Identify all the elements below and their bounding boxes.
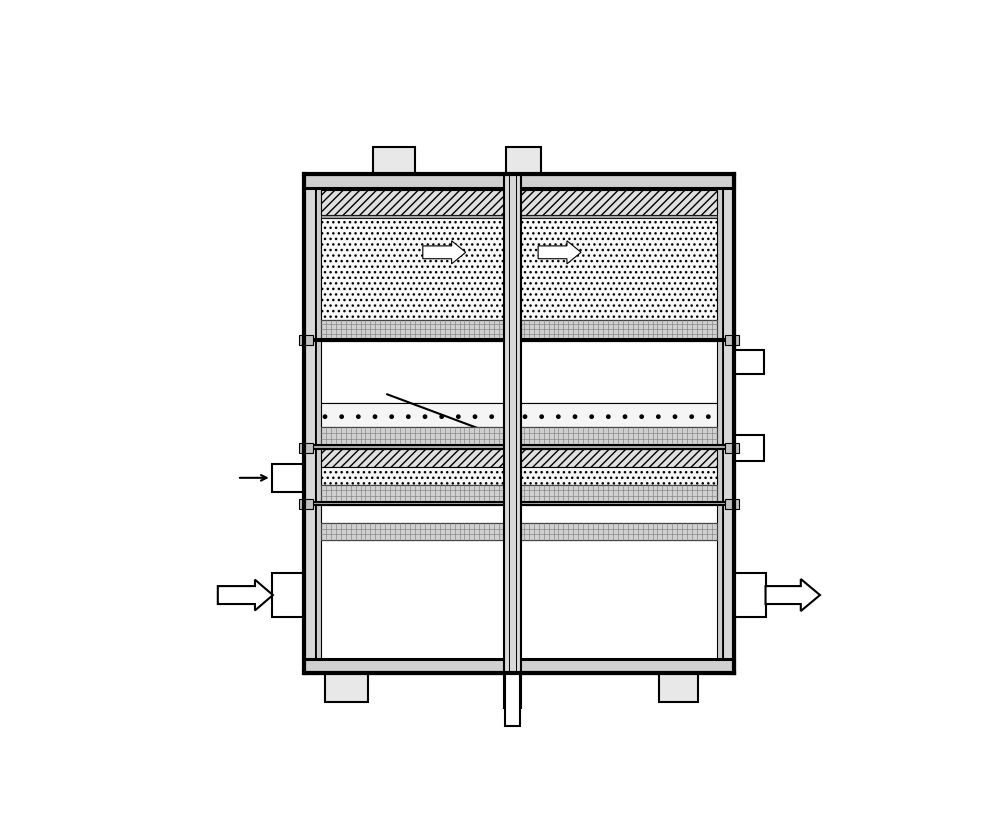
Bar [304,174,734,673]
Bar [299,443,313,453]
Bar [321,523,717,540]
Bar [321,215,717,218]
Bar [321,485,717,502]
Bar [272,463,304,492]
Bar [734,435,764,461]
Bar [272,573,304,617]
Bar [321,427,717,445]
Bar [722,174,734,673]
Bar [321,505,717,523]
Bar [725,499,739,509]
Bar [321,319,717,339]
Bar [505,673,520,726]
Bar [373,146,415,174]
Bar [725,335,739,345]
Bar [304,174,316,673]
Bar [717,174,722,673]
Bar [321,191,717,215]
Bar [304,339,734,341]
Bar [725,443,739,453]
Polygon shape [538,240,581,264]
Bar [321,187,717,659]
Bar [299,499,313,509]
Bar [304,502,734,505]
Bar [321,467,717,485]
Bar [321,449,717,467]
Bar [325,673,368,702]
Bar [304,445,734,449]
Polygon shape [766,579,820,611]
Polygon shape [423,240,466,264]
Bar [316,174,321,673]
Bar [659,673,698,702]
Bar [321,218,717,319]
Bar [506,146,541,174]
Bar [734,349,764,374]
Bar [734,573,766,617]
Bar [321,341,717,403]
Bar [299,335,313,345]
Bar [304,174,734,187]
Bar [321,403,717,427]
Bar [504,174,521,709]
Bar [321,540,717,659]
Polygon shape [218,580,273,611]
Bar [304,659,734,673]
